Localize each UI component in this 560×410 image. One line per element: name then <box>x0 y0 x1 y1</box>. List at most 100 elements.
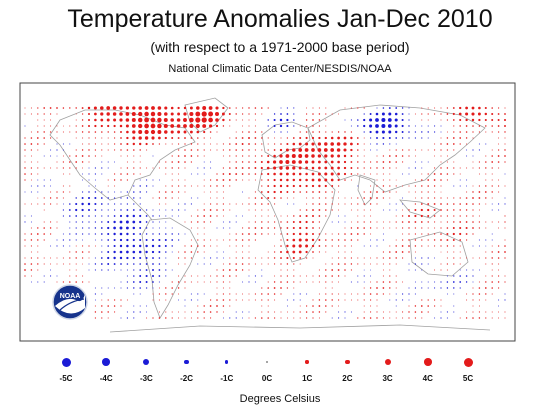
warm-anomaly-dot <box>101 131 103 133</box>
warm-anomaly-dot <box>472 233 474 235</box>
warm-anomaly-dot <box>286 311 288 313</box>
warm-anomaly-dot <box>132 149 135 151</box>
warm-anomaly-dot <box>453 197 455 199</box>
cool-anomaly-dot <box>94 287 96 289</box>
warm-anomaly-dot <box>427 197 429 199</box>
warm-anomaly-dot <box>491 221 493 223</box>
warm-anomaly-dot <box>197 239 199 241</box>
warm-anomaly-dot <box>446 239 449 241</box>
warm-anomaly-dot <box>446 113 449 115</box>
cool-anomaly-dot <box>210 167 212 169</box>
warm-anomaly-dot <box>273 197 276 199</box>
cool-anomaly-dot <box>62 239 65 241</box>
warm-anomaly-dot <box>113 143 116 145</box>
cool-anomaly-dot <box>331 221 333 223</box>
warm-anomaly-dot <box>261 311 263 313</box>
cool-anomaly-dot <box>37 179 39 181</box>
warm-anomaly-dot <box>472 161 474 163</box>
warm-anomaly-dot <box>306 203 308 205</box>
cool-anomaly-dot <box>94 257 96 259</box>
warm-anomaly-dot <box>120 167 122 169</box>
warm-anomaly-dot <box>389 293 391 295</box>
cool-anomaly-dot <box>75 208 78 212</box>
legend-label: -5C <box>59 374 73 383</box>
warm-anomaly-dot <box>144 117 149 123</box>
warm-anomaly-dot <box>30 113 32 115</box>
cool-anomaly-dot <box>126 203 129 205</box>
warm-anomaly-dot <box>350 227 353 229</box>
warm-anomaly-dot <box>189 130 193 134</box>
warm-anomaly-dot <box>369 203 372 205</box>
cool-anomaly-dot <box>177 209 180 211</box>
warm-anomaly-dot <box>498 317 500 319</box>
cool-anomaly-dot <box>119 256 123 260</box>
warm-anomaly-dot <box>376 299 378 301</box>
cool-anomaly-dot <box>370 269 372 271</box>
warm-anomaly-dot <box>478 317 481 319</box>
cool-anomaly-dot <box>152 179 154 181</box>
cool-anomaly-dot <box>81 227 84 229</box>
warm-anomaly-dot <box>491 131 493 133</box>
cool-anomaly-dot <box>369 137 372 139</box>
cool-anomaly-dot <box>357 185 359 187</box>
warm-anomaly-dot <box>317 172 321 176</box>
warm-anomaly-dot <box>305 214 308 218</box>
warm-anomaly-dot <box>504 143 506 145</box>
cool-anomaly-dot <box>62 203 64 205</box>
warm-anomaly-dot <box>446 137 449 139</box>
warm-anomaly-dot <box>164 106 168 110</box>
warm-anomaly-dot <box>433 215 436 217</box>
warm-anomaly-dot <box>273 166 277 170</box>
warm-anomaly-dot <box>325 191 327 193</box>
cool-anomaly-dot <box>414 287 416 289</box>
warm-anomaly-dot <box>50 191 52 193</box>
cool-anomaly-dot <box>472 149 474 151</box>
cool-anomaly-dot <box>427 131 429 133</box>
cool-anomaly-dot <box>197 293 199 295</box>
warm-anomaly-dot <box>229 209 231 211</box>
warm-anomaly-dot <box>344 107 346 109</box>
warm-anomaly-dot <box>37 173 39 175</box>
legend-dot <box>266 361 268 363</box>
cool-anomaly-dot <box>94 167 97 169</box>
cool-anomaly-dot <box>273 113 276 115</box>
warm-anomaly-dot <box>101 317 103 319</box>
cool-anomaly-dot <box>43 275 45 277</box>
warm-anomaly-dot <box>215 124 219 128</box>
warm-anomaly-dot <box>261 305 263 307</box>
warm-anomaly-dot <box>318 215 321 217</box>
cool-anomaly-dot <box>56 143 58 145</box>
warm-anomaly-dot <box>453 173 455 175</box>
warm-anomaly-dot <box>261 203 263 205</box>
cool-anomaly-dot <box>126 275 128 277</box>
warm-anomaly-dot <box>389 221 391 223</box>
cool-anomaly-dot <box>466 155 468 157</box>
cool-anomaly-dot <box>280 131 282 133</box>
warm-anomaly-dot <box>331 197 333 199</box>
warm-anomaly-dot <box>466 167 468 169</box>
cool-anomaly-dot <box>69 215 71 217</box>
warm-anomaly-dot <box>311 178 315 182</box>
warm-anomaly-dot <box>465 203 468 205</box>
warm-anomaly-dot <box>446 263 449 265</box>
warm-anomaly-dot <box>491 112 494 116</box>
warm-anomaly-dot <box>248 197 250 199</box>
cool-anomaly-dot <box>389 299 391 301</box>
warm-anomaly-dot <box>158 197 161 199</box>
warm-anomaly-dot <box>254 161 257 163</box>
warm-anomaly-dot <box>37 149 39 151</box>
warm-anomaly-dot <box>87 106 91 110</box>
warm-anomaly-dot <box>350 173 353 175</box>
warm-anomaly-dot <box>478 161 480 163</box>
warm-anomaly-dot <box>210 149 212 151</box>
warm-anomaly-dot <box>305 160 309 164</box>
warm-anomaly-dot <box>299 191 301 193</box>
warm-anomaly-dot <box>235 149 237 151</box>
warm-anomaly-dot <box>325 119 327 121</box>
warm-anomaly-dot <box>152 293 154 295</box>
warm-anomaly-dot <box>94 118 97 122</box>
warm-anomaly-dot <box>248 233 250 235</box>
cool-anomaly-dot <box>242 215 244 217</box>
warm-anomaly-dot <box>311 160 315 164</box>
warm-anomaly-dot <box>203 239 205 241</box>
